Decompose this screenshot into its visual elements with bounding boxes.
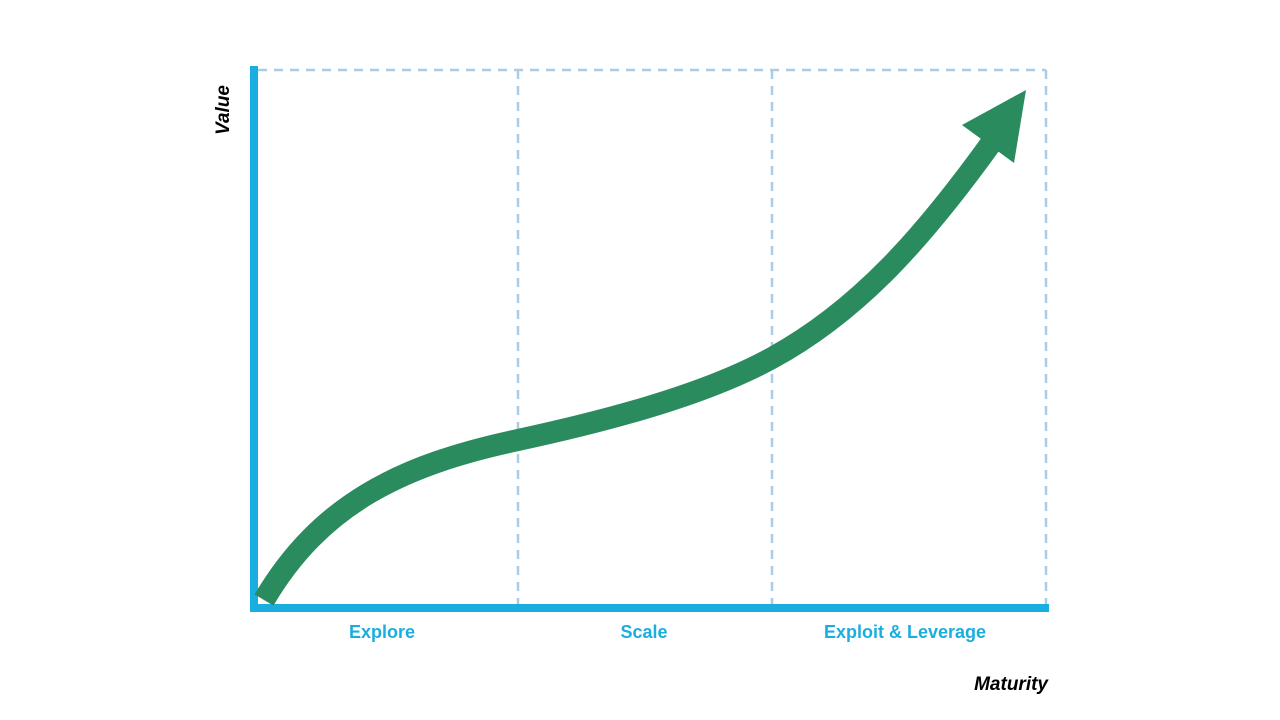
y-axis-title: Value bbox=[213, 85, 234, 135]
growth-arrow-head bbox=[962, 90, 1026, 163]
phase-label-explore: Explore bbox=[348, 622, 416, 642]
phase-label-exploit-leverage: Exploit & Leverage bbox=[823, 622, 987, 642]
phase-label-scale: Scale bbox=[620, 622, 668, 642]
growth-curve bbox=[254, 135, 1001, 606]
x-axis-title: Maturity bbox=[974, 674, 1048, 695]
